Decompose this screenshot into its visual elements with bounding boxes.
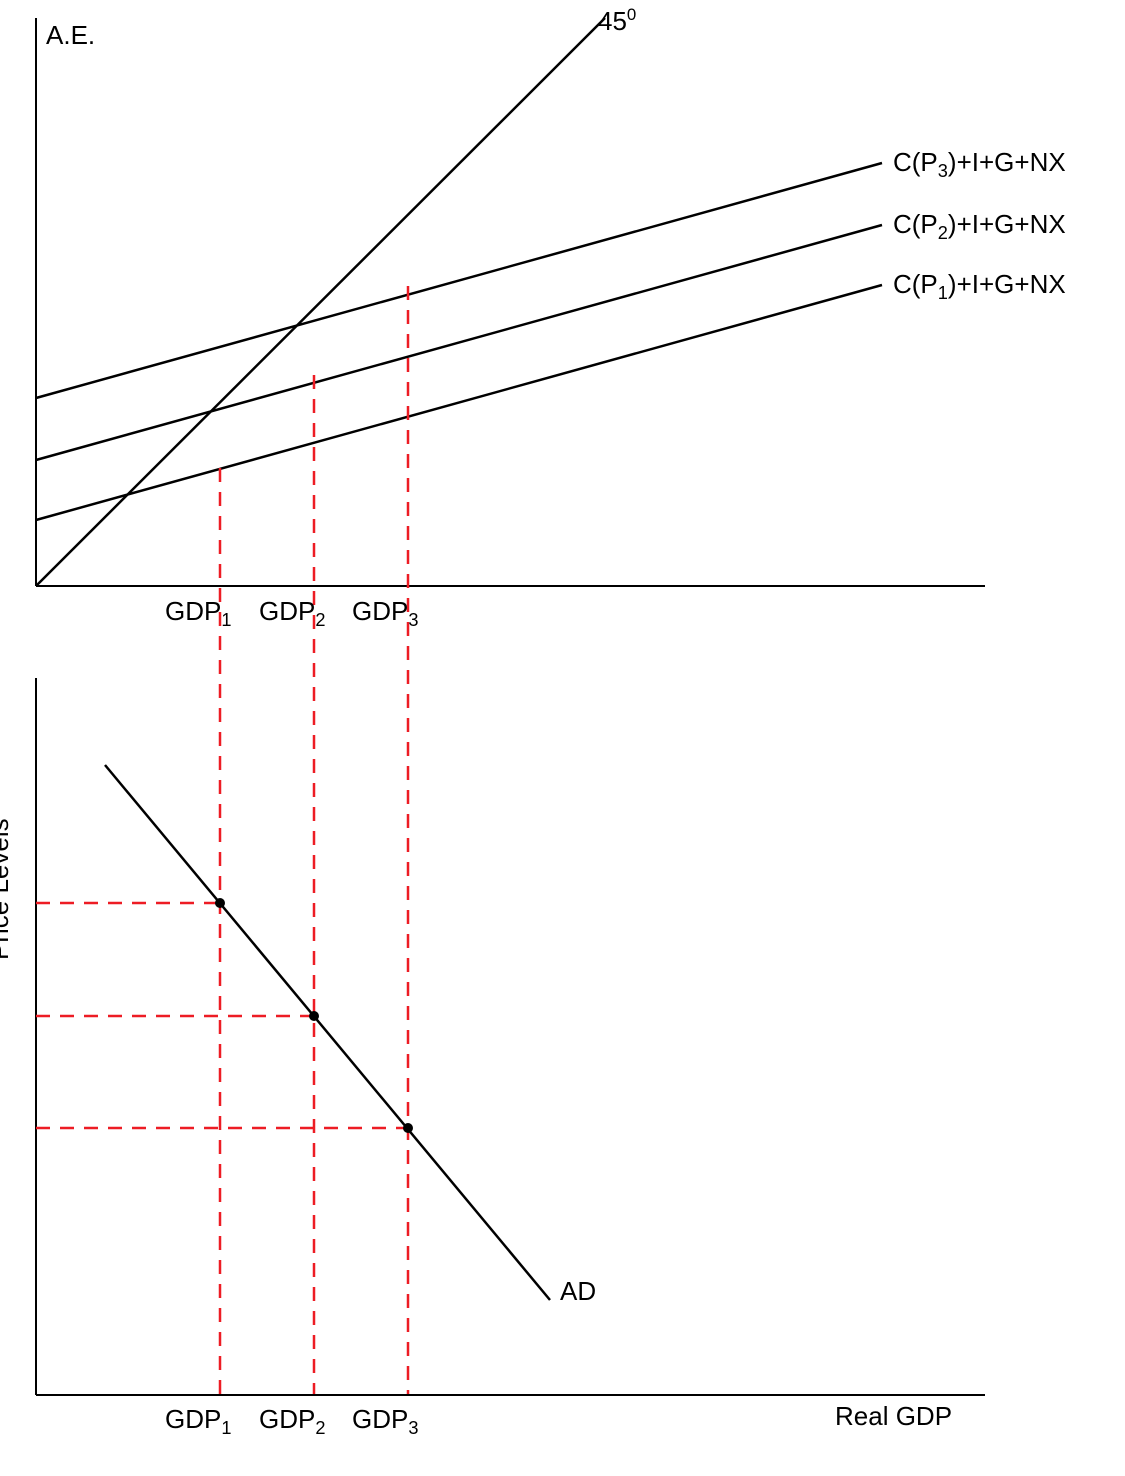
ae-line-2 — [36, 225, 882, 460]
ad-line — [105, 765, 550, 1300]
top-gdp-label-1: GDP1 — [165, 596, 231, 630]
bottom-y-axis-label: Price Levels — [0, 818, 14, 960]
bottom-x-axis-label: Real GDP — [835, 1401, 952, 1431]
ae-line-label-3: C(P1)+I+G+NX — [893, 269, 1066, 303]
bottom-gdp-label-1: GDP1 — [165, 1404, 231, 1438]
ad-point-1 — [215, 898, 225, 908]
forty-five-degree-line — [36, 18, 605, 586]
ad-line-label: AD — [560, 1276, 596, 1306]
bottom-gdp-label-2: GDP2 — [259, 1404, 325, 1438]
top-gdp-label-2: GDP2 — [259, 596, 325, 630]
ae-line-3 — [36, 285, 882, 520]
ae-line-1 — [36, 163, 882, 398]
ad-point-2 — [309, 1011, 319, 1021]
bottom-gdp-label-3: GDP3 — [352, 1404, 418, 1438]
forty-five-degree-label: 450 — [598, 5, 636, 36]
top-y-axis-label: A.E. — [46, 20, 95, 50]
ad-point-3 — [403, 1123, 413, 1133]
ae-line-label-2: C(P2)+I+G+NX — [893, 209, 1066, 243]
ae-line-label-1: C(P3)+I+G+NX — [893, 147, 1066, 181]
